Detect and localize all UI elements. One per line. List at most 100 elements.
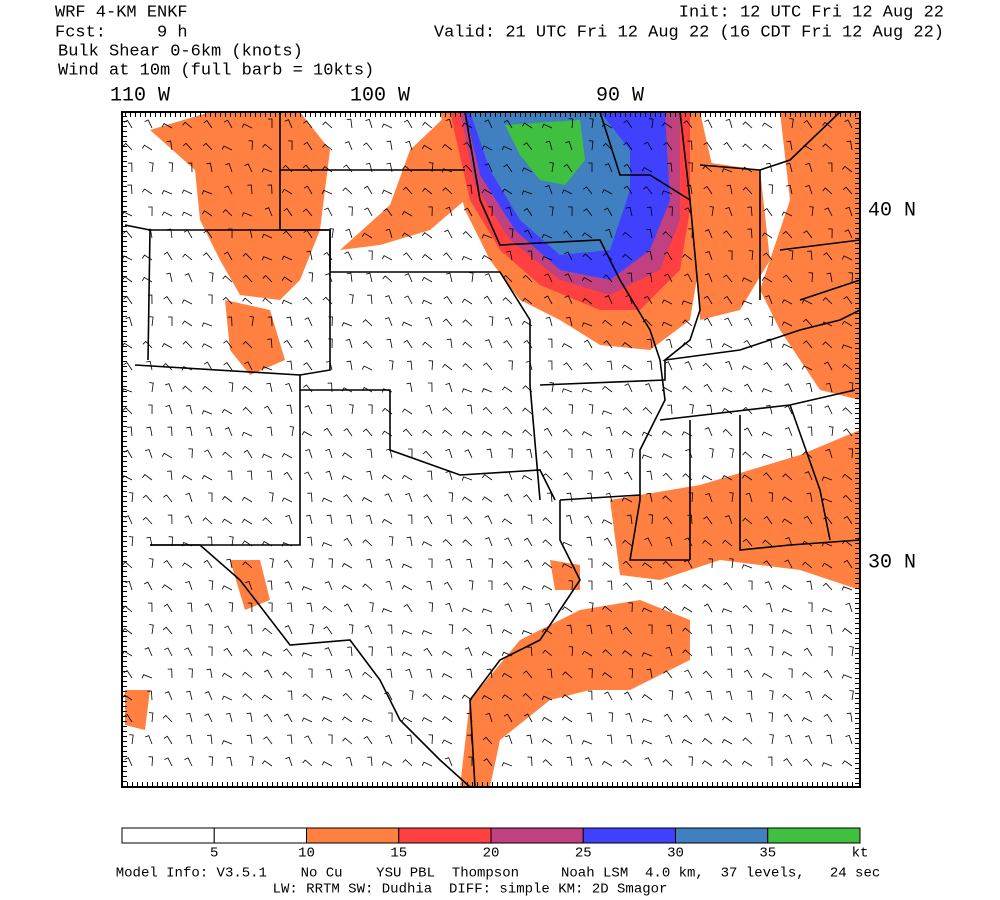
wind-barb	[588, 404, 594, 415]
wind-barb	[583, 339, 593, 349]
wind-barb	[227, 316, 233, 327]
wind-barb	[443, 295, 453, 305]
wind-barb	[328, 558, 333, 569]
wind-barb	[822, 121, 833, 129]
wind-barb	[403, 339, 413, 349]
wind-barb	[403, 119, 413, 129]
wind-barb	[545, 140, 553, 151]
wind-barb	[144, 647, 153, 657]
wind-barb	[324, 581, 333, 591]
wind-barb	[363, 142, 373, 151]
wind-barb	[384, 493, 393, 503]
wind-barb	[561, 716, 573, 723]
wind-barb	[622, 582, 633, 591]
wind-barb	[264, 207, 273, 217]
wind-barb	[748, 250, 754, 261]
wind-barb	[608, 712, 614, 723]
wind-barb	[161, 123, 173, 129]
wind-barb	[622, 626, 633, 635]
wind-barb	[781, 496, 793, 503]
wind-barb	[523, 142, 533, 151]
wind-barb	[263, 713, 273, 723]
wind-barb	[504, 317, 513, 327]
wind-barb	[222, 296, 233, 305]
wind-barb	[386, 448, 393, 459]
wind-barb	[704, 273, 713, 283]
wind-barb	[501, 629, 513, 635]
wind-barb	[423, 494, 433, 503]
wind-barb	[302, 296, 313, 305]
wind-barb	[161, 343, 173, 349]
wind-barb	[147, 294, 153, 305]
wind-barb	[289, 426, 294, 437]
wind-barb	[484, 273, 493, 283]
wind-barb	[665, 646, 673, 657]
wind-barb	[842, 363, 853, 371]
wind-barb	[162, 714, 173, 723]
wind-barb	[801, 365, 813, 371]
wind-barb	[549, 206, 554, 217]
wind-barb	[208, 646, 213, 657]
wind-barb	[342, 187, 353, 195]
wind-barb	[426, 580, 433, 591]
wind-barb	[804, 735, 813, 745]
wind-barb	[521, 475, 533, 481]
wind-barb	[324, 647, 333, 657]
wind-barb	[568, 646, 574, 657]
wind-barb	[667, 404, 673, 415]
wind-barb	[186, 734, 193, 745]
wind-barb	[621, 497, 633, 503]
wind-barb	[629, 448, 634, 459]
wind-barb	[702, 362, 713, 371]
wind-barb	[522, 693, 533, 701]
wind-barb	[148, 756, 154, 767]
wind-barb	[146, 426, 153, 437]
colorbar-segment	[490, 827, 584, 844]
wind-barb	[262, 275, 273, 283]
wind-barb	[221, 672, 233, 679]
wind-barb	[581, 322, 593, 327]
wind-barb	[185, 690, 193, 701]
wind-barb	[242, 406, 253, 415]
wind-barb	[245, 580, 253, 591]
wind-barb	[182, 340, 193, 349]
wind-barb	[208, 756, 214, 767]
wind-barb	[505, 206, 513, 217]
wind-barb	[161, 584, 173, 591]
wind-barb	[703, 295, 713, 305]
wind-barb	[361, 365, 373, 371]
wind-barb	[646, 206, 653, 217]
wind-barb	[464, 449, 473, 459]
wind-barb	[662, 605, 673, 613]
wind-barb	[242, 561, 253, 569]
wind-barb	[709, 448, 714, 459]
wind-barb	[565, 514, 573, 525]
wind-barb	[561, 606, 573, 613]
wind-barb	[845, 602, 853, 613]
wind-barb	[741, 760, 753, 767]
wind-barb	[549, 162, 554, 173]
wind-barb	[648, 514, 654, 525]
wind-barb	[367, 756, 373, 767]
wind-barb	[781, 629, 793, 635]
wind-barb	[784, 427, 793, 437]
wind-barb	[704, 713, 713, 723]
wind-barb	[442, 318, 453, 327]
wind-barb	[821, 476, 833, 481]
colorbar-label: 30	[667, 846, 684, 862]
colorbar-segment	[582, 827, 676, 844]
wind-barb	[826, 734, 833, 745]
wind-barb	[724, 317, 733, 327]
colorbar: 5 10 15 20 25 30 35 kt	[121, 827, 868, 862]
wind-barb	[805, 162, 813, 173]
wind-barb	[563, 163, 573, 173]
wind-barb	[805, 382, 813, 393]
wind-barb	[628, 602, 633, 613]
wind-barb	[484, 119, 493, 129]
wind-barb	[204, 691, 213, 701]
wind-barb	[221, 145, 233, 151]
wind-barb	[261, 366, 273, 371]
wind-barb	[281, 255, 293, 261]
wind-barb	[641, 166, 653, 173]
wind-barb	[406, 382, 413, 393]
